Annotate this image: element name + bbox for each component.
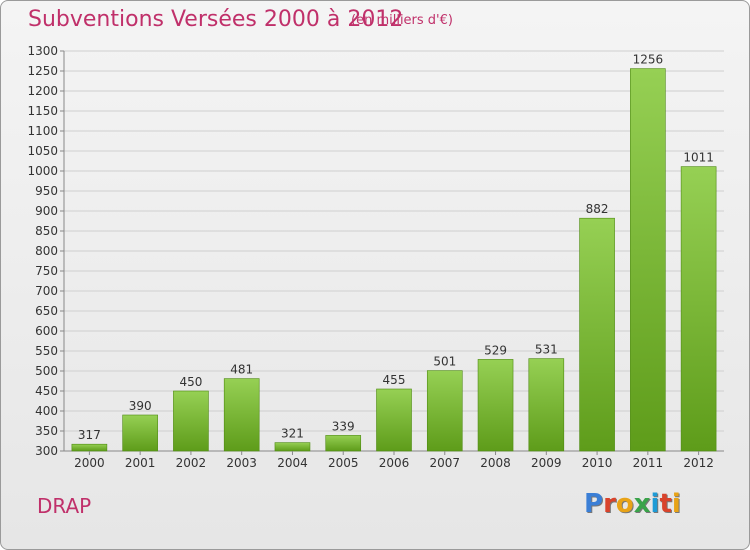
bar bbox=[376, 388, 412, 452]
data-label: 455 bbox=[383, 373, 406, 387]
logo-letter: P bbox=[584, 489, 604, 519]
bars bbox=[71, 68, 717, 452]
y-tick-label: 800 bbox=[35, 244, 58, 258]
x-tick-label: 2010 bbox=[582, 456, 613, 470]
y-tick-label: 550 bbox=[35, 344, 58, 358]
bar bbox=[579, 217, 615, 452]
data-label: 501 bbox=[433, 355, 456, 369]
y-tick-label: 300 bbox=[35, 444, 58, 458]
bar bbox=[426, 370, 463, 452]
logo-letter: i bbox=[650, 489, 660, 519]
x-tick-label: 2006 bbox=[379, 456, 410, 470]
chart-subtitle: (en milliers d'€) bbox=[351, 13, 453, 28]
x-tick-label: 2005 bbox=[328, 456, 359, 470]
data-label: 481 bbox=[230, 363, 253, 377]
logo-letter: t bbox=[659, 489, 672, 519]
y-tick-label: 650 bbox=[35, 304, 58, 318]
y-tick-label: 700 bbox=[35, 284, 58, 298]
x-tick-labels: 2000 2001 2002 2003 2004 2005 2006 2007 2008 2009… bbox=[74, 451, 714, 470]
bar bbox=[325, 435, 362, 452]
x-tick-label: 2002 bbox=[176, 456, 207, 470]
x-tick-label: 2012 bbox=[683, 456, 714, 470]
y-tick-labels: 300 350 400 450 500 550 600 650 700 750 800 850 900 9… bbox=[27, 44, 58, 458]
x-tick-label: 2003 bbox=[226, 456, 257, 470]
y-tick-label: 1200 bbox=[27, 84, 58, 98]
y-tick-label: 400 bbox=[35, 404, 58, 418]
data-label: 882 bbox=[586, 202, 609, 216]
y-tick-label: 350 bbox=[35, 424, 58, 438]
data-label: 339 bbox=[332, 419, 355, 433]
x-tick-label: 2004 bbox=[277, 456, 308, 470]
y-tick-label: 1150 bbox=[27, 104, 58, 118]
y-tick-label: 500 bbox=[35, 364, 58, 378]
data-labels: 317 390 450 481 321 339 455 501 529 531 882 1256 101… bbox=[78, 53, 714, 443]
logo-letter: x bbox=[633, 489, 651, 519]
y-tick-label: 1050 bbox=[27, 144, 58, 158]
data-label: 390 bbox=[129, 399, 152, 413]
bar bbox=[528, 358, 565, 452]
y-tick-label: 600 bbox=[35, 324, 58, 338]
logo-letter: i bbox=[671, 489, 681, 519]
data-label: 321 bbox=[281, 427, 304, 441]
bar bbox=[223, 378, 260, 452]
data-label: 531 bbox=[535, 343, 558, 357]
data-label: 450 bbox=[179, 375, 202, 389]
commune-name: DRAP bbox=[37, 494, 92, 518]
bar bbox=[173, 390, 209, 452]
data-label: 1256 bbox=[633, 53, 664, 67]
bar bbox=[477, 359, 514, 452]
x-tick-label: 2009 bbox=[531, 456, 562, 470]
y-tick-label: 450 bbox=[35, 384, 58, 398]
y-tick-label: 1100 bbox=[27, 124, 58, 138]
y-tick-label: 1250 bbox=[27, 64, 58, 78]
x-tick-label: 2007 bbox=[429, 456, 460, 470]
x-tick-label: 2000 bbox=[74, 456, 105, 470]
data-label: 1011 bbox=[683, 151, 714, 165]
bar bbox=[630, 68, 666, 452]
x-tick-label: 2001 bbox=[125, 456, 156, 470]
y-tick-label: 850 bbox=[35, 224, 58, 238]
y-tick-label: 950 bbox=[35, 184, 58, 198]
bar bbox=[71, 443, 108, 452]
x-tick-label: 2011 bbox=[633, 456, 664, 470]
y-tick-label: 900 bbox=[35, 204, 58, 218]
y-tick-label: 1000 bbox=[27, 164, 58, 178]
data-label: 317 bbox=[78, 428, 101, 442]
logo-letter: o bbox=[615, 489, 634, 519]
x-tick-label: 2008 bbox=[480, 456, 511, 470]
bar bbox=[680, 166, 717, 452]
y-tick-label: 750 bbox=[35, 264, 58, 278]
bar bbox=[274, 442, 311, 452]
chart-title: Subventions Versées 2000 à 2012 bbox=[28, 7, 404, 32]
logo-letter: r bbox=[603, 489, 616, 519]
data-label: 529 bbox=[484, 343, 507, 357]
y-tick-label: 1300 bbox=[27, 44, 58, 58]
bar bbox=[122, 414, 158, 452]
proxiti-logo: Proxiti bbox=[584, 489, 681, 519]
